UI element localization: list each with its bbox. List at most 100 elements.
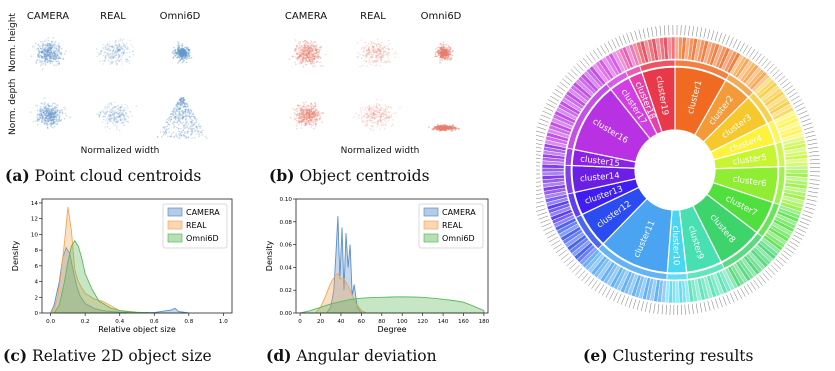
sunburst-leaf-tick [793,234,803,240]
legend-swatch-omni6d [167,233,183,243]
sunburst-leaf-tick [796,227,806,233]
caption-b-text: Object centroids [299,167,430,185]
sunburst-leaf-tick [703,301,707,312]
col-header-omni6d: Omni6D [159,11,201,22]
caption-d-text: Angular deviation [296,347,437,365]
col-header-real: REAL [360,11,386,22]
legend-label-camera: CAMERA [442,208,476,217]
x-tick-label: 160 [458,319,469,325]
sunburst-label-cluster10: cluster10 [670,226,681,266]
x-tick-label: 0.8 [184,319,193,325]
scatter-a-camera-top [14,24,86,82]
series-real-area [314,272,367,314]
sunburst-leaf-tick [544,106,554,112]
sunburst-leaf-tick [545,229,555,235]
sunburst-label-cluster5: cluster5 [732,153,767,168]
sunburst-leaf-tick [809,159,820,161]
sunburst-leaf-tick [711,30,715,41]
y-tick-label: 12 [31,217,38,223]
sunburst-leaf-tick [620,295,626,305]
col-header-camera: CAMERA [26,11,70,22]
sunburst-leaf-tick [714,31,719,42]
sunburst-leaf-tick [799,114,810,119]
sunburst-leaf-tick [573,66,581,74]
sunburst-leaf-tick [587,277,595,287]
legend-label-omni6d: Omni6D [186,234,219,243]
sunburst-leaf-tick [593,50,600,59]
sunburst-leaf-tick [809,179,820,181]
sunburst-leaf-tick [548,99,558,105]
sunburst-leaf-tick [536,185,541,187]
caption-e-text: Clustering results [612,347,754,365]
sunburst-leaf-tick [559,81,568,89]
sunburst-leaf-tick [762,272,770,281]
sunburst-leaf-tick [541,222,551,228]
sunburst-leaf-tick [536,147,542,149]
sunburst-leaf-tick [618,36,624,46]
sunburst-leaf [541,171,565,177]
sunburst-leaf-tick [536,126,547,130]
sunburst-leaf-tick [563,256,572,264]
y-tick-label: 0.10 [280,197,293,203]
sunburst-leaf-tick [792,99,802,105]
sunburst-leaf-tick [596,47,603,57]
sunburst-leaf-tick [764,61,772,69]
sunburst-leaf-tick [688,25,690,36]
scatter-a-omni-top [146,24,218,82]
sunburst-leaf-tick [628,297,633,308]
sunburst-leaf-tick [543,226,553,231]
sunburst-leaf-tick [626,33,631,43]
xlabel-b: Normalized width [340,146,420,156]
col-header-camera: CAMERA [284,11,328,22]
plot-frame [41,198,233,314]
legend-swatch-real [423,220,439,230]
y-tick-label: 8 [34,248,38,254]
sunburst-leaf-tick [805,134,816,138]
sunburst-leaf [675,280,680,304]
sunburst-leaf-tick [558,250,567,257]
xlabel-a: Normalized width [80,146,160,156]
sunburst-leaf-tick [579,60,587,69]
scatter-a-camera-bottom [14,86,86,144]
y-axis-label: Density [265,241,274,272]
legend-swatch-omni6d [423,233,439,243]
sunburst-leaf-tick [775,259,784,267]
scatter-b-omni-bottom [408,86,480,144]
sunburst-leaf-tick [799,221,810,226]
sunburst-leaf-tick [766,63,775,72]
sunburst-leaf-tick [801,118,811,123]
sunburst-leaf-tick [684,25,686,36]
sunburst-leaf-tick [692,26,694,37]
sunburst-leaf-tick [615,37,620,48]
x-tick-label: 0 [298,319,302,325]
sunburst-segment-cluster19 [641,66,676,133]
sunburst-leaf-tick [703,28,707,39]
sunburst-leaf-tick [725,35,730,46]
sunburst-leaf-tick [777,75,786,83]
col-header-real: REAL [100,11,126,22]
sunburst-leaf-tick [755,53,762,62]
series-omni6d-area [300,296,485,314]
sunburst-leaf-tick [808,191,819,194]
sunburst-leaf-tick [785,247,794,254]
caption-a-tag: (a) [5,166,30,185]
sunburst-leaf-tick [536,201,544,204]
sunburst-leaf-tick [786,88,796,95]
sunburst-leaf-tick [586,55,593,64]
sunburst-leaf-tick [774,72,783,80]
y-tick-label: 10 [31,232,39,238]
sunburst-label-cluster6: cluster6 [732,174,767,189]
legend-label-real: REAL [442,221,463,230]
y-tick-label: 0.00 [280,311,293,317]
caption-b: (b) Object centroids [269,166,430,185]
x-axis-label: Degree [377,325,406,334]
scatter-b-camera-top [272,24,344,82]
caption-c: (c) Relative 2D object size [3,346,212,365]
sunburst-leaf [785,165,809,171]
sunburst-leaf-tick [542,110,552,116]
sunburst-leaf-tick [602,286,608,296]
sunburst-leaf-tick [699,302,703,313]
sunburst-leaf-tick [801,217,811,222]
sunburst-leaf-tick [805,202,816,206]
sunburst-leaf-tick [566,259,575,267]
